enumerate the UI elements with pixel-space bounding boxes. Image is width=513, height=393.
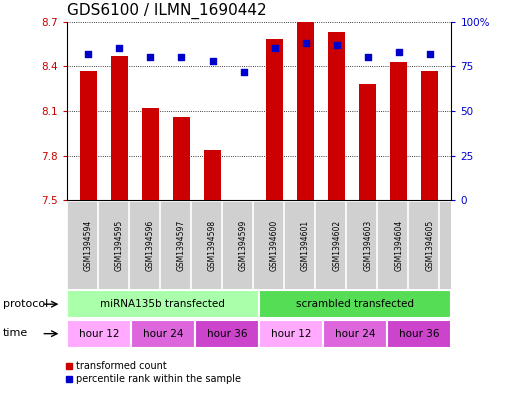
Bar — [173, 117, 190, 200]
Text: miRNA135b transfected: miRNA135b transfected — [101, 299, 225, 309]
Bar — [195, 320, 259, 348]
Text: GSM1394601: GSM1394601 — [301, 220, 310, 271]
Point — [146, 54, 154, 61]
Point — [208, 58, 216, 64]
Text: protocol: protocol — [3, 299, 48, 309]
Text: hour 24: hour 24 — [143, 329, 183, 339]
Point — [426, 51, 434, 57]
Point — [240, 68, 248, 75]
Text: GDS6100 / ILMN_1690442: GDS6100 / ILMN_1690442 — [67, 3, 266, 19]
Point — [177, 54, 186, 61]
Text: hour 12: hour 12 — [78, 329, 119, 339]
Bar — [259, 290, 451, 318]
Bar — [266, 39, 283, 200]
Point — [332, 42, 341, 48]
Point — [84, 51, 92, 57]
Bar — [421, 71, 438, 200]
Bar — [204, 150, 221, 200]
Text: GSM1394604: GSM1394604 — [394, 220, 403, 271]
Bar — [111, 56, 128, 200]
Point — [364, 54, 372, 61]
Text: hour 36: hour 36 — [207, 329, 247, 339]
Bar — [297, 22, 314, 200]
Text: GSM1394599: GSM1394599 — [239, 220, 248, 271]
Bar — [359, 84, 376, 200]
Bar — [387, 320, 451, 348]
Bar — [67, 290, 259, 318]
Text: GSM1394598: GSM1394598 — [208, 220, 217, 271]
Point — [302, 40, 310, 46]
Bar — [131, 320, 195, 348]
Bar — [328, 32, 345, 200]
Bar — [67, 320, 131, 348]
Text: GSM1394605: GSM1394605 — [425, 220, 434, 271]
Text: GSM1394597: GSM1394597 — [177, 220, 186, 271]
Text: time: time — [3, 328, 28, 338]
Text: GSM1394600: GSM1394600 — [270, 220, 279, 271]
Bar — [259, 320, 323, 348]
Text: hour 24: hour 24 — [335, 329, 376, 339]
Text: hour 12: hour 12 — [271, 329, 311, 339]
Point — [394, 49, 403, 55]
Bar — [142, 108, 159, 200]
Text: scrambled transfected: scrambled transfected — [296, 299, 415, 309]
Text: GSM1394603: GSM1394603 — [363, 220, 372, 271]
Bar — [80, 71, 97, 200]
Legend: transformed count, percentile rank within the sample: transformed count, percentile rank withi… — [61, 358, 245, 388]
Point — [115, 45, 124, 51]
Bar — [390, 62, 407, 200]
Text: GSM1394595: GSM1394595 — [115, 220, 124, 271]
Text: GSM1394602: GSM1394602 — [332, 220, 341, 271]
Text: hour 36: hour 36 — [399, 329, 440, 339]
Text: GSM1394596: GSM1394596 — [146, 220, 155, 271]
Text: GSM1394594: GSM1394594 — [84, 220, 93, 271]
Point — [270, 45, 279, 51]
Bar — [323, 320, 387, 348]
